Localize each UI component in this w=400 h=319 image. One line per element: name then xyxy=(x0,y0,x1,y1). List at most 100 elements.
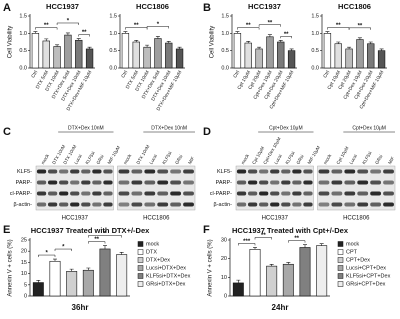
y-tick-label: 30 xyxy=(221,237,227,243)
x-tick-label: Ctrl xyxy=(120,70,129,79)
y-tick-label: 5 xyxy=(24,282,27,288)
significance-bracket xyxy=(38,254,56,258)
blot-band xyxy=(383,180,394,185)
blot-band xyxy=(144,191,156,196)
blot-band xyxy=(259,180,269,185)
blot-row-label: cl-PARP- xyxy=(210,191,232,197)
chart-title: HCC1806 xyxy=(338,2,371,11)
error-bar xyxy=(269,263,274,267)
chart-title: HCC1937 xyxy=(46,2,79,11)
y-tick-label: 15 xyxy=(21,260,27,266)
significance-bracket xyxy=(237,27,260,30)
legend-swatch xyxy=(137,281,144,287)
blot-band xyxy=(318,202,330,207)
blot-band xyxy=(247,180,258,185)
bar xyxy=(377,50,386,69)
group-header: DTX+Dex 10nM xyxy=(151,125,187,131)
axis xyxy=(119,14,185,69)
blot-band xyxy=(81,191,91,196)
error-bar xyxy=(123,31,128,34)
lane-label: KLF5si xyxy=(361,150,372,165)
legend-label: Lucsi+DTX+Dex xyxy=(146,265,186,271)
error-bar xyxy=(53,258,57,262)
y-tick-label: 10 xyxy=(221,275,227,281)
blot-band xyxy=(131,191,143,196)
legend-label: Lucsi+CPT+Dex xyxy=(346,265,386,271)
blot-band xyxy=(344,180,356,185)
blot-band xyxy=(303,191,313,196)
blot-band xyxy=(247,191,258,196)
blot-band xyxy=(144,180,156,185)
significance-label: ** xyxy=(284,32,289,38)
axis xyxy=(231,14,297,69)
blot-band xyxy=(157,169,169,174)
y-tick-label: 0 xyxy=(224,293,227,299)
legend-label: mock xyxy=(346,241,359,247)
blot-band xyxy=(47,180,58,185)
blot-band xyxy=(131,202,143,207)
blot-band xyxy=(331,191,343,196)
blot-band xyxy=(370,169,382,174)
blot-band xyxy=(59,180,69,185)
blot-band xyxy=(383,169,394,174)
blot-band xyxy=(370,180,382,185)
blot-band xyxy=(144,169,156,174)
blot-band xyxy=(270,191,280,196)
y-tick-label: 20 xyxy=(221,256,227,262)
blot-band xyxy=(103,169,113,174)
bar xyxy=(85,48,94,69)
legend-swatch xyxy=(137,265,144,271)
blot-band xyxy=(357,202,369,207)
y-axis-label: Annexin V + cells (%) xyxy=(8,239,14,296)
bar xyxy=(316,245,328,297)
y-tick-label: 0.0 xyxy=(19,65,27,71)
blot-band xyxy=(281,191,291,196)
blot-band xyxy=(36,202,47,207)
lane-label: MIF xyxy=(387,156,395,165)
group-header: Cpt+Dex 10μM xyxy=(269,125,303,131)
y-tick-label: 10 xyxy=(21,271,27,277)
bar xyxy=(249,249,261,297)
y-tick-label: 0.0 xyxy=(311,65,319,71)
error-bar xyxy=(246,41,251,44)
error-bar xyxy=(65,32,70,36)
significance-bracket xyxy=(348,27,371,30)
bar xyxy=(282,263,294,297)
blot-band xyxy=(59,169,69,174)
blot-band xyxy=(281,180,291,185)
lane-label: KLF5si xyxy=(161,150,172,165)
significance-bracket xyxy=(288,240,306,243)
y-tick-label: 0 xyxy=(24,293,27,299)
error-bar xyxy=(286,262,291,265)
y-tick-label: 25 xyxy=(21,237,27,243)
blot-band xyxy=(103,202,113,207)
blot-band xyxy=(183,202,194,207)
significance-label: ** xyxy=(336,23,341,29)
blot-membrane xyxy=(117,165,196,211)
blot-band xyxy=(70,202,80,207)
legend-swatch xyxy=(337,257,344,263)
legend-swatch xyxy=(137,241,144,247)
blot-band xyxy=(357,180,369,185)
blot-band xyxy=(70,169,80,174)
lane-label: mock xyxy=(323,153,333,165)
legend-label: DTX xyxy=(146,249,157,255)
blot-band xyxy=(357,169,369,174)
blot-band xyxy=(81,202,91,207)
legend-swatch xyxy=(137,257,144,263)
chart-title: HCC1806 xyxy=(136,2,169,11)
error-bar xyxy=(235,31,240,34)
error-bar xyxy=(76,38,81,41)
y-tick-label: 0.5 xyxy=(19,48,27,54)
bar xyxy=(31,33,40,69)
y-tick-label: 0.5 xyxy=(109,48,117,54)
blot-band xyxy=(383,202,394,207)
legend-swatch xyxy=(337,241,344,247)
blot-membrane xyxy=(317,165,396,211)
error-bar xyxy=(267,34,272,37)
blot-band xyxy=(183,180,194,185)
bar xyxy=(132,41,140,69)
blot-band xyxy=(36,169,47,174)
legend-label: DTX+Dex xyxy=(146,257,170,263)
significance-bracket xyxy=(56,22,79,25)
